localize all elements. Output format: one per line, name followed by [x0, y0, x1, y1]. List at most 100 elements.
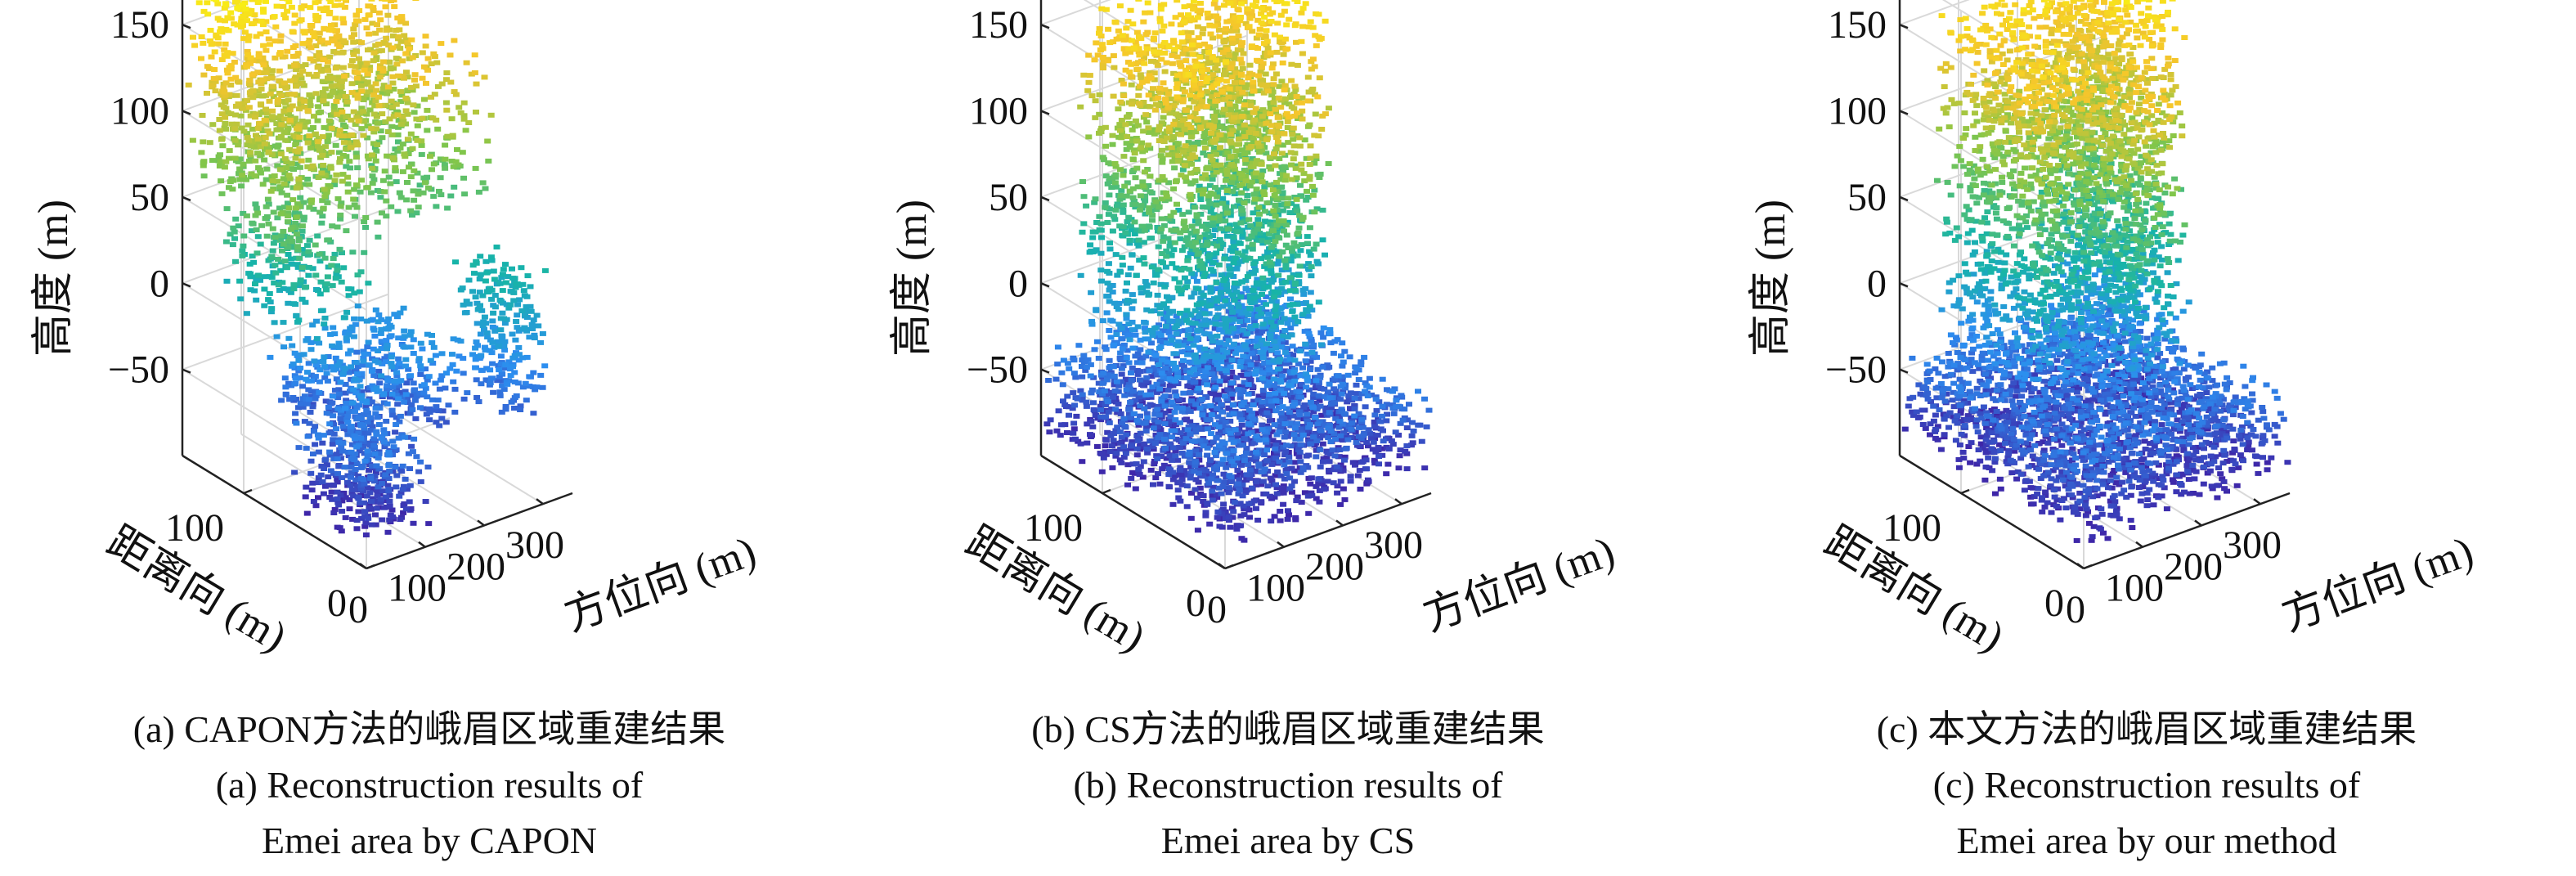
- data-point: [493, 245, 500, 249]
- data-point: [395, 379, 402, 384]
- data-point: [509, 355, 517, 361]
- data-point: [444, 133, 451, 139]
- data-point: [1066, 412, 1072, 418]
- data-point: [389, 438, 397, 444]
- data-point: [393, 422, 400, 427]
- data-point: [254, 137, 262, 142]
- data-point: [384, 12, 392, 18]
- data-point: [373, 432, 380, 438]
- data-point: [1205, 55, 1212, 61]
- data-point: [487, 112, 495, 118]
- y-tick-mark: [243, 488, 253, 495]
- data-point: [1252, 362, 1259, 368]
- data-point: [392, 465, 399, 470]
- data-point: [1120, 363, 1127, 369]
- data-point: [294, 131, 301, 137]
- data-point: [377, 63, 384, 69]
- x-tick-label: 0: [348, 588, 368, 631]
- data-point: [293, 161, 300, 167]
- data-point: [1190, 0, 1197, 4]
- data-point: [342, 94, 349, 99]
- data-point: [262, 0, 269, 4]
- data-point: [309, 266, 316, 272]
- data-point: [1201, 129, 1209, 135]
- data-point: [290, 301, 298, 307]
- data-point: [223, 67, 231, 73]
- data-point: [289, 185, 297, 191]
- data-point: [370, 327, 378, 333]
- z-tick-label: 0: [150, 262, 169, 305]
- data-point: [382, 102, 389, 108]
- data-point: [1206, 59, 1214, 65]
- data-point: [1106, 357, 1113, 363]
- data-point: [375, 10, 383, 16]
- data-point: [249, 220, 256, 226]
- data-point: [309, 163, 316, 168]
- data-point: [278, 98, 285, 104]
- data-point: [1102, 124, 1109, 130]
- data-point: [1080, 194, 1088, 200]
- data-point: [374, 120, 381, 126]
- data-point: [393, 101, 400, 107]
- data-point: [1229, 17, 1236, 23]
- data-point: [1140, 240, 1147, 245]
- data-point: [1135, 0, 1142, 1]
- data-point: [1102, 347, 1110, 353]
- data-point: [1128, 227, 1135, 232]
- data-point: [1265, 6, 1272, 11]
- data-point: [415, 358, 423, 364]
- data-point: [515, 344, 523, 350]
- data-point: [372, 405, 379, 411]
- data-point: [1227, 348, 1235, 354]
- data-point: [539, 384, 546, 390]
- data-point: [277, 267, 285, 273]
- x-tick-mark: [477, 519, 485, 527]
- data-point: [403, 380, 411, 386]
- data-point: [1134, 371, 1142, 377]
- data-point: [1234, 329, 1241, 334]
- y-tick-label: 100: [165, 506, 224, 550]
- data-point: [433, 204, 440, 209]
- data-point: [1102, 204, 1109, 210]
- data-point: [371, 103, 379, 109]
- data-point: [195, 0, 203, 6]
- data-point: [328, 263, 335, 268]
- data-point: [1161, 69, 1169, 74]
- data-point: [257, 241, 264, 247]
- data-point: [332, 388, 339, 393]
- data-point: [1099, 155, 1106, 160]
- data-point: [334, 456, 341, 461]
- data-point: [297, 366, 304, 371]
- data-point: [406, 411, 414, 416]
- data-point: [299, 69, 307, 74]
- data-point: [528, 321, 536, 327]
- data-point: [405, 451, 412, 456]
- data-point: [293, 420, 300, 426]
- data-point: [342, 124, 349, 130]
- data-point: [438, 416, 446, 421]
- data-point: [255, 0, 263, 3]
- data-point: [381, 41, 388, 47]
- data-point: [330, 256, 337, 261]
- data-point: [411, 168, 418, 173]
- data-point: [433, 117, 440, 123]
- data-point: [334, 38, 341, 44]
- data-point: [1113, 204, 1120, 209]
- data-point: [1200, 204, 1207, 209]
- data-point: [394, 148, 402, 154]
- data-point: [316, 97, 323, 103]
- grid-line: [182, 34, 389, 112]
- data-point: [530, 317, 537, 323]
- data-point: [366, 467, 373, 473]
- data-point: [384, 129, 392, 134]
- data-point: [271, 173, 278, 178]
- data-point: [1215, 392, 1223, 398]
- data-point: [371, 474, 379, 479]
- data-point: [1088, 387, 1096, 393]
- data-point: [414, 170, 421, 176]
- data-point: [1118, 78, 1125, 83]
- data-point: [1102, 143, 1109, 149]
- data-point: [263, 92, 270, 98]
- data-point: [402, 121, 409, 127]
- data-point: [509, 364, 516, 370]
